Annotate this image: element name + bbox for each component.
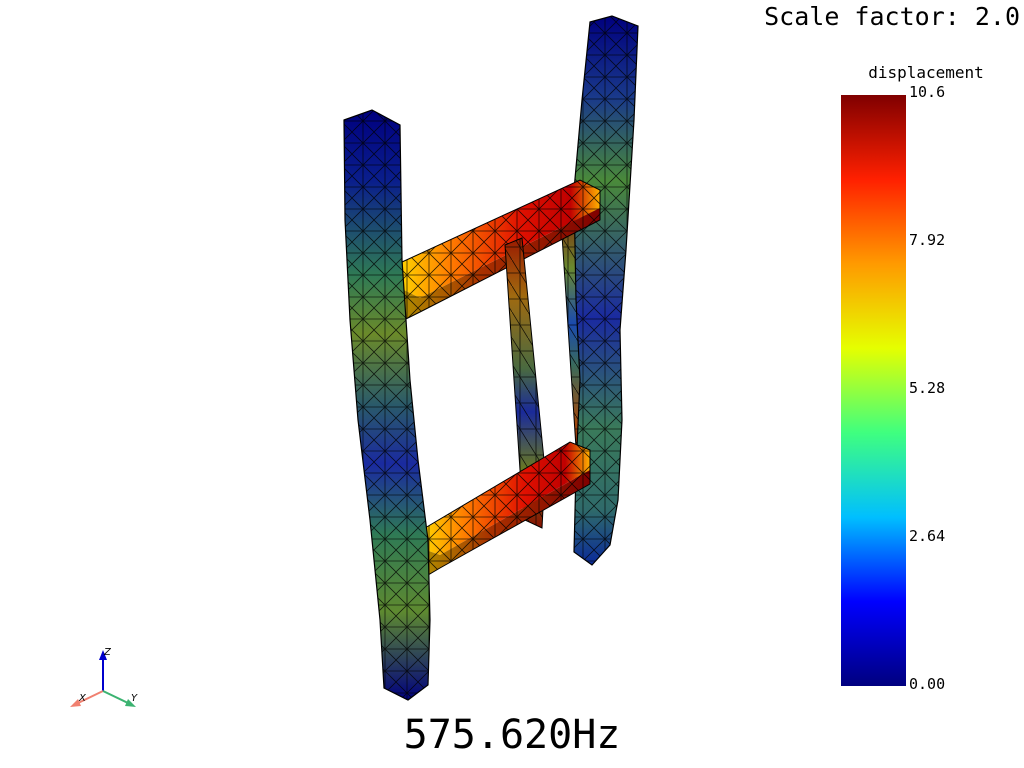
colorbar-tick: 5.28: [909, 379, 946, 397]
colorbar-tick: 7.92: [909, 231, 946, 249]
y-axis-label: Y: [131, 693, 138, 704]
colorbar-title: displacement: [868, 63, 984, 82]
z-axis-arrow: [99, 650, 107, 660]
orientation-axes-widget[interactable]: Z X Y: [60, 640, 150, 720]
left-post: [343, 109, 431, 701]
x-axis-line: [75, 690, 104, 705]
x-axis-arrow: [70, 699, 81, 707]
frequency-label: 575.620Hz: [403, 712, 621, 758]
colorbar-tick: 2.64: [909, 527, 946, 545]
x-axis-label: X: [78, 693, 87, 704]
colorbar-tick-max: 10.6: [909, 83, 946, 101]
y-axis-arrow: [125, 699, 136, 707]
z-axis-label: Z: [103, 647, 112, 658]
inner-plate-left: [504, 237, 546, 529]
colorbar-tick-min: 0.00: [909, 675, 946, 693]
colorbar-scale: [841, 95, 906, 686]
scale-factor-label: Scale factor: 2.0: [764, 2, 1020, 31]
bottom-beam: [424, 441, 591, 576]
right-post: [573, 15, 639, 566]
y-axis-line: [102, 690, 131, 705]
